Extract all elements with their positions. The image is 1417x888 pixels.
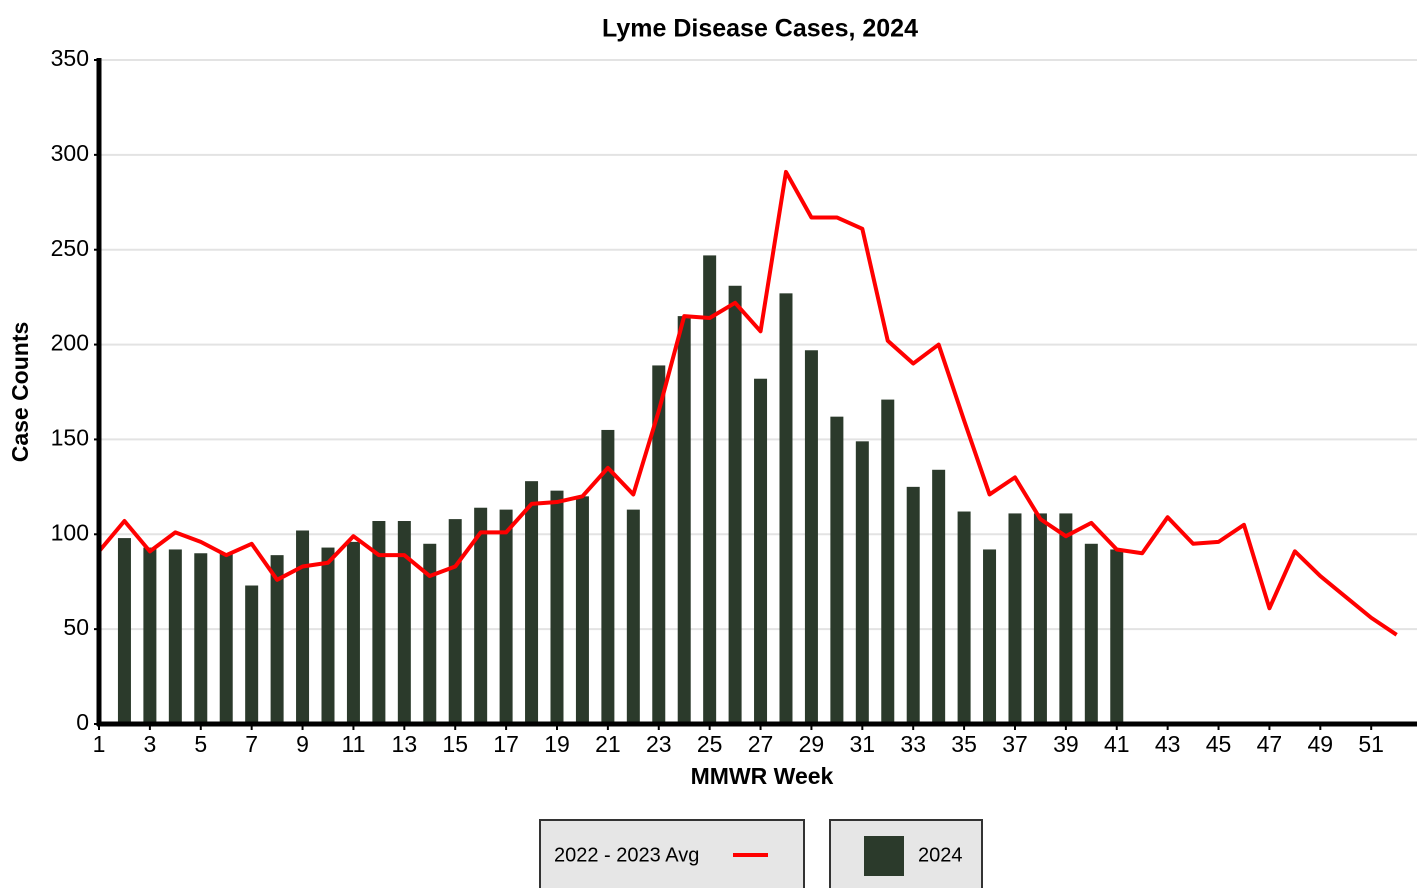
x-tick-label: 51 xyxy=(1358,731,1384,757)
bar xyxy=(525,481,539,724)
bar xyxy=(575,496,589,724)
x-tick-label: 19 xyxy=(544,731,570,757)
y-tick-label: 200 xyxy=(51,330,89,356)
y-tick-label: 250 xyxy=(51,235,89,261)
bar xyxy=(754,378,768,724)
y-tick-label: 100 xyxy=(51,519,89,545)
bar xyxy=(728,285,742,724)
bar xyxy=(1059,513,1073,724)
bar xyxy=(474,507,488,724)
x-tick-label: 3 xyxy=(143,731,156,757)
x-axis-label: MMWR Week xyxy=(691,763,834,789)
bar xyxy=(601,429,615,724)
bar xyxy=(499,509,513,724)
bar xyxy=(906,486,920,724)
bar xyxy=(957,511,971,724)
chart-title: Lyme Disease Cases, 2024 xyxy=(602,15,918,43)
bar xyxy=(983,549,997,724)
bar xyxy=(168,549,182,724)
x-tick-label: 13 xyxy=(392,731,418,757)
legend-label: 2024 xyxy=(918,844,963,866)
bar xyxy=(779,293,793,724)
bar xyxy=(550,490,564,724)
bar xyxy=(321,547,335,724)
y-axis-label: Case Counts xyxy=(7,322,33,463)
x-tick-label: 9 xyxy=(296,731,309,757)
x-tick-label: 37 xyxy=(1002,731,1028,757)
x-tick-label: 25 xyxy=(697,731,723,757)
x-tick-label: 29 xyxy=(799,731,825,757)
x-tick-label: 49 xyxy=(1308,731,1334,757)
x-tick-label: 43 xyxy=(1155,731,1181,757)
bar xyxy=(270,555,284,724)
bar xyxy=(372,521,386,724)
y-tick-label: 300 xyxy=(51,140,89,166)
x-tick-label: 47 xyxy=(1257,731,1283,757)
y-tick-label: 0 xyxy=(76,709,89,735)
legend-swatch xyxy=(864,836,904,876)
legend-label: 2022 - 2023 Avg xyxy=(554,844,699,866)
x-tick-label: 27 xyxy=(748,731,774,757)
bar xyxy=(881,399,895,724)
bar xyxy=(219,553,233,724)
bar xyxy=(626,509,640,724)
x-tick-label: 17 xyxy=(493,731,519,757)
bar xyxy=(1033,513,1047,724)
x-tick-label: 45 xyxy=(1206,731,1232,757)
bar xyxy=(143,547,157,724)
bar xyxy=(117,538,131,724)
x-tick-label: 31 xyxy=(850,731,876,757)
x-tick-label: 41 xyxy=(1104,731,1130,757)
bar xyxy=(194,553,208,724)
line xyxy=(97,169,1398,637)
x-tick-label: 15 xyxy=(442,731,468,757)
y-tick-label: 50 xyxy=(63,614,89,640)
bar xyxy=(397,521,411,724)
x-tick-label: 33 xyxy=(900,731,926,757)
x-tick-label: 39 xyxy=(1053,731,1079,757)
x-tick-label: 11 xyxy=(341,731,365,757)
bar xyxy=(804,350,818,724)
x-tick-label: 1 xyxy=(93,731,106,757)
x-tick-label: 35 xyxy=(951,731,977,757)
y-tick-label: 350 xyxy=(51,45,89,71)
x-tick-label: 23 xyxy=(646,731,672,757)
x-tick-label: 7 xyxy=(245,731,258,757)
bar xyxy=(423,543,437,724)
bar xyxy=(448,519,462,724)
bar xyxy=(346,541,360,724)
x-tick-label: 5 xyxy=(194,731,207,757)
bar xyxy=(652,365,666,724)
bar xyxy=(830,416,844,724)
bar xyxy=(932,469,946,724)
legend-box xyxy=(829,819,983,888)
bar xyxy=(296,530,310,724)
bar xyxy=(245,585,259,724)
y-tick-label: 150 xyxy=(51,425,89,451)
bar xyxy=(1008,513,1022,724)
bar xyxy=(1084,543,1098,724)
bar xyxy=(703,255,717,725)
bar xyxy=(1110,549,1124,724)
bar xyxy=(855,441,869,724)
x-tick-label: 21 xyxy=(595,731,621,757)
bar xyxy=(677,316,691,724)
